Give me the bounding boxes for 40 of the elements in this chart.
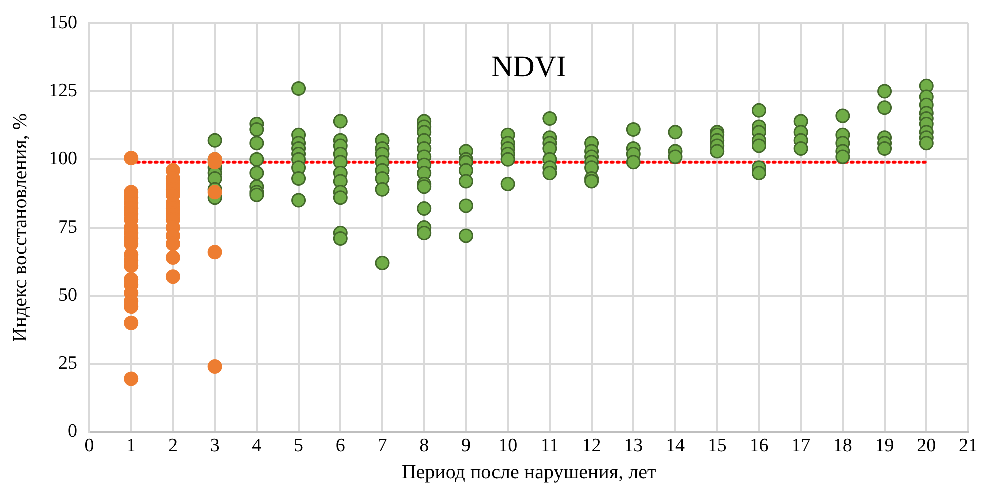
text: NDVI [492, 50, 566, 84]
x-tick-label: 6 [336, 436, 346, 457]
point [208, 245, 222, 260]
x-tick-label: 14 [666, 436, 686, 457]
point [124, 316, 139, 330]
x-tick-label: 1 [126, 436, 136, 457]
y-tick-label: 100 [49, 148, 78, 170]
x-tick-label: 4 [252, 436, 262, 457]
x-tick-label: 5 [294, 436, 304, 457]
point [124, 372, 139, 386]
y-tick-label: 50 [58, 284, 78, 306]
x-tick-label: 7 [378, 436, 388, 457]
x-tick-label: 15 [708, 436, 727, 457]
x-tick-label: 0 [84, 436, 94, 457]
x-tick-label: 12 [582, 436, 602, 457]
x-tick-label: 10 [498, 436, 518, 457]
x-tick-label: 9 [461, 436, 471, 457]
x-tick-label: 17 [792, 436, 811, 457]
x-axis-title: Период после нарушения, лет [402, 461, 656, 484]
y-tick-label: 75 [58, 216, 78, 238]
x-tick-label: 21 [959, 436, 978, 457]
point [208, 185, 222, 200]
x-tick-label: 18 [833, 436, 852, 457]
x-tick-label: 16 [750, 436, 769, 457]
x-tick-label: 3 [210, 436, 220, 457]
y-tick-label: 25 [58, 353, 78, 374]
point [166, 250, 180, 266]
point [208, 360, 222, 374]
x-tick-label: 11 [540, 436, 560, 457]
y-axis-title: Индекс восстановления, % [9, 113, 32, 342]
point [166, 270, 180, 284]
x-tick-label: 2 [168, 436, 178, 457]
y-tick-label: 125 [49, 80, 78, 102]
x-tick-label: 19 [875, 436, 894, 457]
y-tick-label: 150 [49, 12, 78, 34]
point [124, 151, 139, 166]
x-tick-label: 13 [624, 436, 644, 457]
y-tick-label: 0 [68, 421, 78, 442]
x-tick-label: 8 [420, 436, 430, 457]
x-tick-label: 20 [917, 436, 936, 457]
